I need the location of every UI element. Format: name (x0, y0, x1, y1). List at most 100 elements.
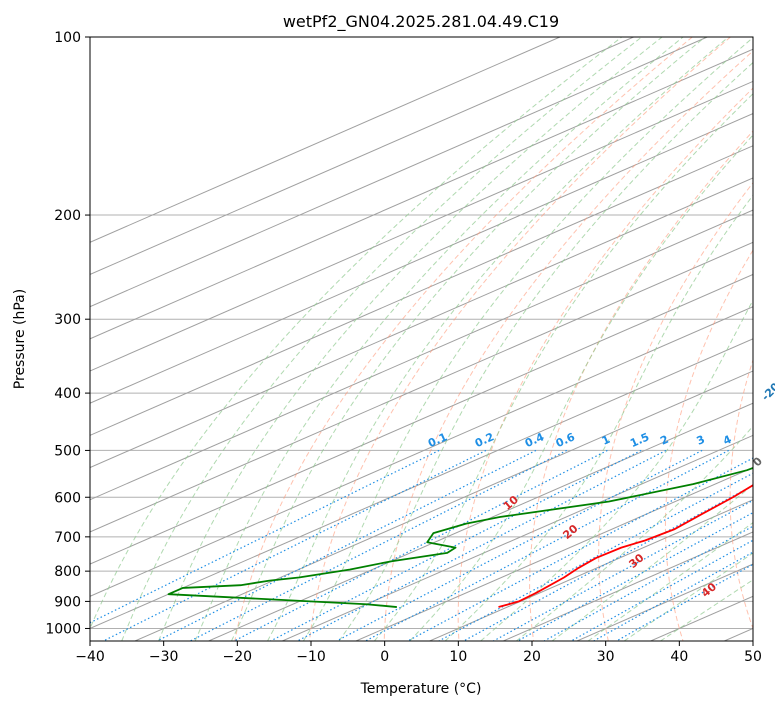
mixing-ratio-line (297, 449, 667, 641)
moist-adiabat-line (194, 37, 684, 641)
y-tick-label: 300 (54, 312, 81, 328)
moist-adiabat-line (515, 425, 753, 641)
moist-adiabat-line (338, 61, 753, 641)
isotherm-line (90, 48, 753, 340)
dry-adiabat-line (234, 37, 693, 641)
isotherm-lines (90, 37, 753, 641)
mixing-ratio-label: 0.4 (523, 430, 546, 450)
mixing-ratio-line (407, 457, 753, 641)
x-tick-label: −40 (75, 649, 105, 665)
y-tick-label: 700 (54, 530, 81, 546)
dry-adiabat-label: 40 (699, 580, 719, 600)
mixing-ratio-line (517, 511, 753, 641)
dry-adiabat-line (529, 130, 753, 641)
mixing-ratio-line (103, 449, 487, 641)
mixing-ratio-label: 1.5 (628, 430, 651, 450)
y-tick-label: 600 (54, 490, 81, 506)
mixing-ratio-label: 3 (695, 433, 707, 448)
x-tick-label: 30 (597, 649, 615, 665)
dry-adiabat-line (729, 358, 753, 630)
temperature-profile-line (498, 484, 753, 608)
isotherm-line (90, 113, 753, 404)
dry-adiabat-label: 20 (560, 522, 580, 542)
moist-adiabat-line (374, 93, 753, 641)
mixing-ratio-label: 0.6 (554, 430, 577, 450)
isotherm-line (90, 80, 753, 372)
grid-lines (90, 37, 753, 629)
y-tick-label: 900 (54, 594, 81, 610)
mixing-ratio-line (463, 484, 753, 641)
isotherm-line (650, 595, 753, 641)
mixing-ratio-line (593, 551, 753, 641)
isotherm-line (90, 209, 753, 501)
x-tick-label: −30 (149, 649, 179, 665)
isotherm-line (134, 370, 753, 641)
isotherm-line (90, 306, 753, 597)
isotherm-line (90, 338, 753, 630)
chart-title: wetPf2_GN04.2025.281.04.49.C19 (283, 12, 559, 32)
x-tick-label: 10 (449, 649, 467, 665)
x-tick-label: 50 (744, 649, 762, 665)
mixing-ratio-label: 1 (600, 433, 612, 448)
dry-adiabat-lines (234, 37, 753, 641)
y-tick-label: 200 (54, 208, 81, 224)
moist-adiabat-label: -20 (759, 380, 775, 403)
isotherm-line (576, 563, 753, 641)
moist-adiabat-line (90, 37, 623, 630)
isotherm-line (90, 37, 561, 243)
isotherm-line (90, 177, 753, 469)
profile-series (167, 466, 753, 608)
mixing-ratio-label: 4 (721, 433, 734, 448)
mixing-ratio-line (365, 449, 729, 641)
moist-adiabat-line (444, 194, 753, 641)
moist-adiabat-line (660, 579, 753, 641)
isotherm-line (282, 434, 753, 641)
y-tick-label: 1000 (45, 621, 81, 637)
isotherm-line (90, 37, 708, 308)
mixing-ratio-line (570, 539, 753, 641)
moist-adiabat-line (409, 134, 753, 641)
x-tick-label: 0 (380, 649, 389, 665)
y-tick-label: 400 (54, 386, 81, 402)
isotherm-line (90, 37, 634, 276)
y-axis-label: Pressure (hPa) (12, 289, 28, 389)
isotherm-line (90, 241, 753, 533)
moist-adiabat-line (267, 37, 729, 641)
y-tick-label: 500 (54, 443, 81, 459)
moist-adiabat-line (231, 37, 706, 641)
dry-adiabat-line (664, 249, 753, 641)
isotherm-line (724, 627, 753, 641)
moist-adiabat-line (551, 483, 753, 641)
plot-frame (89, 36, 754, 642)
isotherm-line (355, 467, 753, 641)
dry-adiabat-line (598, 182, 753, 641)
moist-adiabat-line (121, 37, 643, 641)
y-tick-label: 100 (54, 30, 81, 46)
mixing-ratio-line (189, 449, 568, 641)
x-axis-label: Temperature (°C) (360, 681, 482, 697)
x-tick-label: −10 (296, 649, 326, 665)
y-tick-label: 800 (54, 564, 81, 580)
x-tick-label: 40 (670, 649, 688, 665)
moist-adiabat-line (587, 521, 753, 641)
dry-adiabat-line (309, 37, 731, 641)
dewpoint-profile-line (167, 466, 753, 608)
x-tick-label: −20 (223, 649, 253, 665)
isotherm-line (90, 273, 753, 565)
axes: −40 −30 −20 −10 0 10 20 30 40 50 100 200 300 400 500 60… (45, 30, 762, 665)
mixing-ratio-line (90, 449, 440, 624)
mixing-ratio-line (336, 449, 703, 641)
dry-adiabat-line (383, 50, 753, 641)
mixing-ratio-label: 0.1 (426, 430, 449, 450)
x-tick-label: 20 (523, 649, 541, 665)
moist-adiabat-line (480, 299, 753, 641)
mixing-ratio-line (270, 449, 642, 641)
isotherm-line (208, 402, 753, 641)
mixing-ratio-lines (90, 449, 753, 641)
moist-adiabat-line (302, 37, 753, 641)
mixing-ratio-line (616, 563, 753, 641)
isotherm-line (503, 531, 753, 641)
mixing-ratio-line (156, 449, 537, 641)
